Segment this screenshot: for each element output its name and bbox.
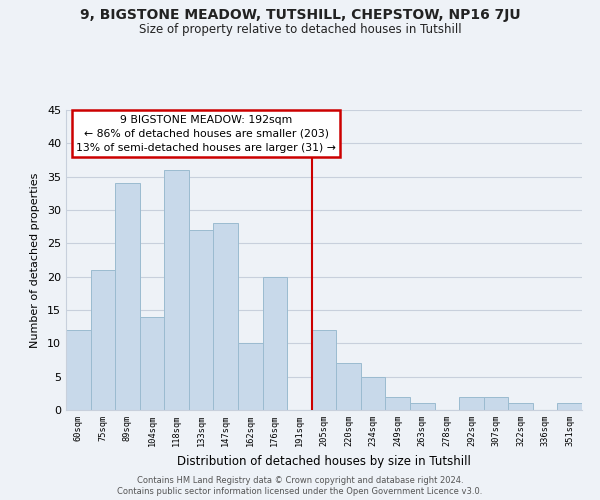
- Bar: [459, 396, 484, 410]
- Bar: [484, 396, 508, 410]
- Text: Contains public sector information licensed under the Open Government Licence v3: Contains public sector information licen…: [118, 487, 482, 496]
- Text: 9, BIGSTONE MEADOW, TUTSHILL, CHEPSTOW, NP16 7JU: 9, BIGSTONE MEADOW, TUTSHILL, CHEPSTOW, …: [80, 8, 520, 22]
- Bar: [336, 364, 361, 410]
- Bar: [361, 376, 385, 410]
- Bar: [312, 330, 336, 410]
- Bar: [91, 270, 115, 410]
- Bar: [115, 184, 140, 410]
- Bar: [557, 404, 582, 410]
- Bar: [385, 396, 410, 410]
- Bar: [508, 404, 533, 410]
- Bar: [263, 276, 287, 410]
- Y-axis label: Number of detached properties: Number of detached properties: [30, 172, 40, 348]
- Text: Contains HM Land Registry data © Crown copyright and database right 2024.: Contains HM Land Registry data © Crown c…: [137, 476, 463, 485]
- Bar: [164, 170, 189, 410]
- Bar: [189, 230, 214, 410]
- Bar: [410, 404, 434, 410]
- Text: Size of property relative to detached houses in Tutshill: Size of property relative to detached ho…: [139, 22, 461, 36]
- X-axis label: Distribution of detached houses by size in Tutshill: Distribution of detached houses by size …: [177, 454, 471, 468]
- Bar: [66, 330, 91, 410]
- Bar: [140, 316, 164, 410]
- Bar: [214, 224, 238, 410]
- Bar: [238, 344, 263, 410]
- Text: 9 BIGSTONE MEADOW: 192sqm
← 86% of detached houses are smaller (203)
13% of semi: 9 BIGSTONE MEADOW: 192sqm ← 86% of detac…: [76, 114, 336, 152]
